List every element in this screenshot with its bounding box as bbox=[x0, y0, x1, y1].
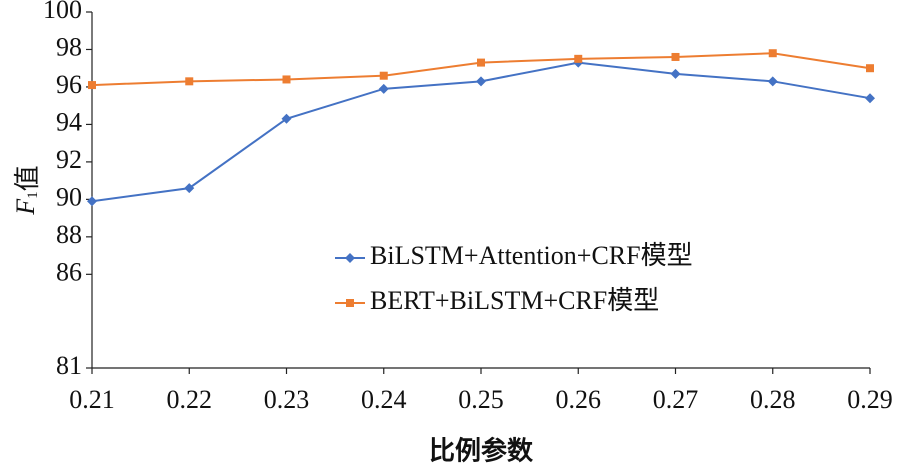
legend-marker bbox=[346, 299, 354, 307]
point bbox=[379, 71, 388, 80]
point bbox=[476, 76, 486, 87]
point bbox=[768, 49, 777, 58]
y-label-main: F bbox=[11, 198, 40, 216]
point bbox=[670, 68, 681, 79]
y-tick-label: 88 bbox=[56, 220, 82, 249]
x-tick-label: 0.29 bbox=[847, 385, 893, 414]
y-tick-label: 90 bbox=[56, 182, 82, 211]
x-tick-label: 0.27 bbox=[653, 385, 699, 414]
x-tick-label: 0.26 bbox=[556, 385, 602, 414]
x-tick-label: 0.21 bbox=[69, 385, 115, 414]
x-tick-label: 0.24 bbox=[361, 385, 407, 414]
point bbox=[767, 76, 778, 87]
y-label-sub: 1 bbox=[25, 191, 41, 199]
point bbox=[282, 75, 291, 84]
x-tick-label: 0.25 bbox=[458, 385, 504, 414]
y-tick-label: 96 bbox=[56, 70, 82, 99]
point bbox=[184, 183, 195, 194]
y-label-suffix: 值 bbox=[13, 165, 43, 191]
y-tick-label: 92 bbox=[56, 145, 82, 174]
point bbox=[185, 77, 194, 86]
point bbox=[88, 81, 96, 90]
y-tick-label: 81 bbox=[56, 351, 82, 380]
x-tick-label: 0.23 bbox=[264, 385, 310, 414]
point bbox=[87, 196, 97, 207]
legend-marker bbox=[345, 253, 355, 263]
y-tick-label: 98 bbox=[56, 32, 82, 61]
legend-label: BERT+BiLSTM+CRF模型 bbox=[370, 286, 659, 315]
x-axis-label: 比例参数 bbox=[429, 436, 534, 467]
y-axis-label: F1值 bbox=[11, 165, 43, 215]
y-tick-label: 100 bbox=[43, 0, 82, 24]
y-tick-label: 86 bbox=[56, 257, 82, 286]
x-tick-label: 0.28 bbox=[750, 385, 796, 414]
point bbox=[865, 93, 875, 104]
point bbox=[477, 58, 485, 67]
point bbox=[671, 52, 680, 61]
point bbox=[574, 54, 583, 63]
legend-label: BiLSTM+Attention+CRF模型 bbox=[370, 241, 693, 270]
x-tick-label: 0.22 bbox=[167, 385, 213, 414]
y-tick-label: 94 bbox=[56, 107, 82, 136]
point bbox=[378, 83, 389, 94]
point bbox=[281, 113, 292, 124]
point bbox=[866, 64, 874, 73]
